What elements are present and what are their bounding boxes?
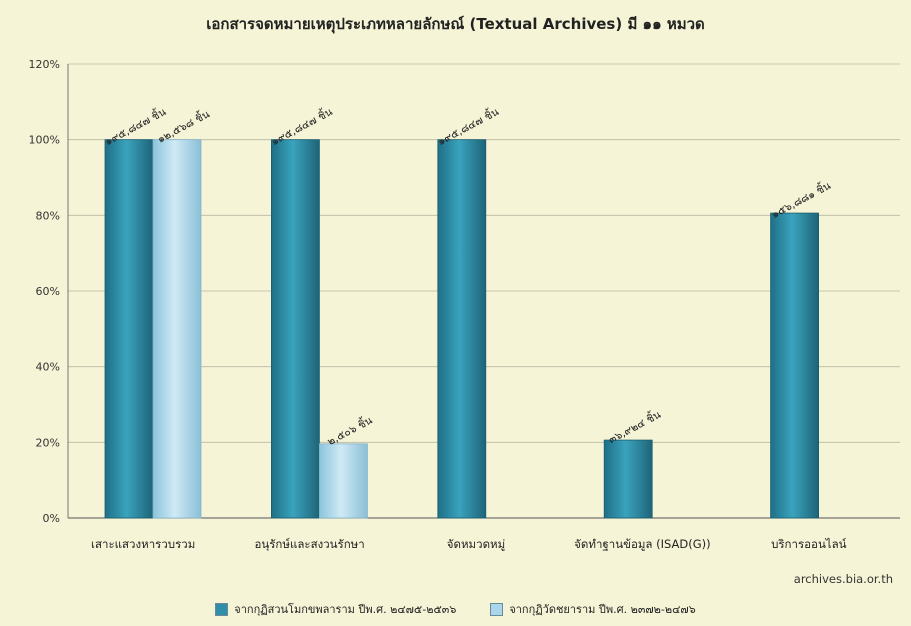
y-tick-label: 100% bbox=[29, 134, 60, 147]
y-tick-label: 40% bbox=[36, 361, 60, 374]
legend-item-series-1: จากกุฏิสวนโมกขพลาราม ปีพ.ศ. ๒๔๗๕-๒๕๓๖ bbox=[215, 600, 456, 618]
legend-swatch-series-1 bbox=[215, 602, 229, 616]
y-tick-label: 120% bbox=[29, 58, 60, 71]
category-label: อนุรักษ์และสงวนรักษา bbox=[254, 537, 364, 551]
legend-label-series-1: จากกุฏิสวนโมกขพลาราม ปีพ.ศ. ๒๔๗๕-๒๕๓๖ bbox=[234, 603, 457, 616]
bar-2-0 bbox=[152, 139, 202, 519]
legend-swatch-series-2 bbox=[490, 602, 504, 616]
legend-label-series-2: จากกุฏิวัดชยาราม ปีพ.ศ. ๒๓๗๒-๒๔๗๖ bbox=[509, 603, 696, 616]
bar-1-2 bbox=[437, 139, 487, 519]
legend-item-series-2: จากกุฏิวัดชยาราม ปีพ.ศ. ๒๓๗๒-๒๔๗๖ bbox=[490, 600, 696, 618]
category-label: จัดหมวดหมู่ bbox=[447, 537, 505, 551]
bar-1-0 bbox=[104, 139, 154, 519]
category-label: เสาะแสวงหารวบรวม bbox=[91, 537, 195, 551]
legend: จากกุฏิสวนโมกขพลาราม ปีพ.ศ. ๒๔๗๕-๒๕๓๖ จา… bbox=[0, 600, 911, 618]
bar-1-3 bbox=[603, 439, 653, 519]
y-tick-label: 80% bbox=[36, 209, 60, 222]
y-tick-label: 60% bbox=[36, 285, 60, 298]
category-label: จัดทำฐานข้อมูล (ISAD(G)) bbox=[574, 537, 710, 551]
y-tick-label: 0% bbox=[43, 512, 60, 525]
y-tick-label: 20% bbox=[36, 436, 60, 449]
chart-title: เอกสารจดหมายเหตุประเภทหลายลักษณ์ (Textua… bbox=[206, 15, 705, 33]
bar-1-4 bbox=[770, 212, 819, 519]
bar-1-1 bbox=[270, 139, 320, 519]
source-text: archives.bia.or.th bbox=[793, 572, 893, 586]
bar-2-1 bbox=[318, 443, 368, 519]
category-label: บริการออนไลน์ bbox=[771, 537, 847, 551]
